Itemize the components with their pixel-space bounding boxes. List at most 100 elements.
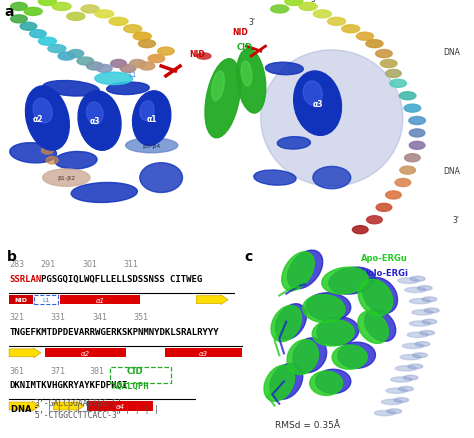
Ellipse shape [55, 152, 97, 170]
Ellipse shape [46, 157, 58, 165]
Ellipse shape [303, 295, 345, 323]
Ellipse shape [133, 33, 151, 41]
Text: 5’-CTGGCCTTCACC-3’: 5’-CTGGCCTTCACC-3’ [34, 410, 122, 419]
Ellipse shape [129, 60, 145, 68]
Text: 361: 361 [9, 366, 24, 374]
Ellipse shape [237, 49, 266, 114]
Ellipse shape [95, 73, 133, 85]
Ellipse shape [417, 286, 432, 291]
Text: α2: α2 [33, 114, 43, 123]
Ellipse shape [358, 311, 388, 343]
Ellipse shape [48, 46, 66, 53]
Text: 5': 5' [310, 0, 318, 4]
Ellipse shape [205, 60, 241, 138]
Ellipse shape [86, 103, 103, 125]
FancyBboxPatch shape [87, 401, 153, 411]
Text: 371: 371 [51, 366, 66, 374]
Text: β1-β2: β1-β2 [57, 176, 75, 180]
Ellipse shape [78, 92, 121, 151]
FancyArrow shape [9, 348, 41, 358]
Ellipse shape [419, 331, 435, 336]
FancyBboxPatch shape [45, 348, 126, 358]
Text: α1: α1 [146, 114, 157, 123]
Text: CID: CID [127, 366, 144, 374]
Ellipse shape [386, 388, 407, 393]
Ellipse shape [407, 332, 428, 338]
Ellipse shape [294, 72, 341, 136]
Ellipse shape [138, 41, 155, 49]
Ellipse shape [109, 18, 128, 26]
Ellipse shape [329, 268, 375, 294]
Ellipse shape [287, 251, 323, 289]
Ellipse shape [26, 87, 69, 151]
FancyBboxPatch shape [164, 348, 242, 358]
Ellipse shape [422, 320, 437, 324]
Ellipse shape [310, 371, 343, 396]
FancyBboxPatch shape [60, 295, 140, 304]
Ellipse shape [10, 4, 27, 11]
Ellipse shape [157, 48, 174, 56]
Ellipse shape [380, 60, 397, 68]
Ellipse shape [211, 72, 225, 102]
Ellipse shape [328, 18, 346, 26]
Ellipse shape [68, 50, 83, 58]
Ellipse shape [366, 41, 383, 49]
Ellipse shape [409, 117, 426, 125]
Text: NID: NID [190, 50, 205, 59]
Text: α2: α2 [81, 350, 90, 356]
FancyArrow shape [54, 401, 84, 411]
Text: NID: NID [15, 297, 27, 303]
Ellipse shape [422, 297, 437, 302]
FancyBboxPatch shape [9, 295, 33, 304]
Ellipse shape [390, 80, 407, 88]
Ellipse shape [395, 179, 410, 187]
Ellipse shape [38, 38, 56, 46]
Ellipse shape [332, 345, 367, 369]
Text: RMSd = 0.35Å: RMSd = 0.35Å [274, 420, 339, 429]
Ellipse shape [110, 60, 126, 68]
Text: DNA: DNA [443, 47, 460, 57]
Ellipse shape [287, 340, 319, 375]
Ellipse shape [358, 279, 392, 316]
Text: 341: 341 [92, 313, 107, 321]
Ellipse shape [120, 65, 136, 73]
Ellipse shape [197, 54, 211, 60]
Ellipse shape [299, 4, 317, 11]
Ellipse shape [241, 62, 252, 87]
Ellipse shape [338, 343, 375, 368]
Ellipse shape [316, 369, 351, 394]
Text: DNA :: DNA : [11, 404, 37, 413]
Text: Apo-ERGu: Apo-ERGu [361, 253, 408, 262]
Ellipse shape [32, 127, 44, 135]
Text: TNGEFKMTDPDEVARRWGERKSKPNMNYDKLSRALRYYY: TNGEFKMTDPDEVARRWGERKSKPNMNYDKLSRALRYYY [9, 328, 219, 336]
Text: 283: 283 [9, 260, 24, 268]
Text: 3': 3' [249, 18, 256, 27]
Text: b: b [7, 249, 17, 263]
Text: SSRLAN: SSRLAN [9, 275, 41, 283]
Ellipse shape [264, 365, 294, 401]
Text: 351: 351 [134, 313, 149, 321]
Ellipse shape [58, 53, 75, 61]
Ellipse shape [293, 338, 327, 373]
Ellipse shape [107, 83, 149, 95]
Ellipse shape [410, 321, 430, 326]
Text: α1: α1 [95, 297, 104, 303]
Ellipse shape [71, 183, 137, 203]
Ellipse shape [38, 0, 56, 7]
Ellipse shape [139, 63, 155, 71]
FancyArrow shape [9, 401, 40, 411]
Text: 301: 301 [82, 260, 97, 268]
Ellipse shape [24, 8, 42, 16]
Ellipse shape [375, 50, 392, 58]
Text: CID: CID [237, 42, 253, 52]
Text: L1: L1 [128, 72, 137, 78]
Ellipse shape [404, 154, 420, 162]
Ellipse shape [385, 70, 401, 78]
Ellipse shape [81, 6, 99, 14]
Text: L1: L1 [43, 297, 50, 303]
Ellipse shape [342, 26, 360, 34]
Ellipse shape [317, 317, 359, 345]
Text: DNA: DNA [443, 166, 460, 175]
Ellipse shape [410, 299, 430, 304]
Ellipse shape [52, 4, 71, 11]
